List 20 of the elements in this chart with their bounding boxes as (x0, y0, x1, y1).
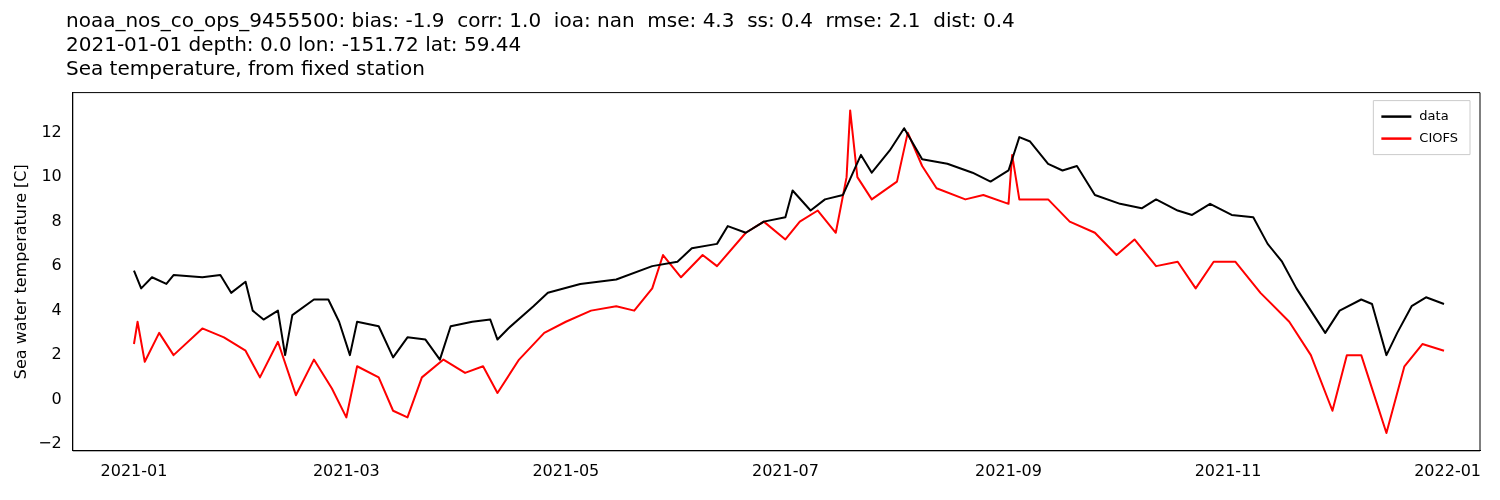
x-tick-label: 2021-01 (100, 460, 168, 480)
y-tick-label: 2 (51, 344, 62, 364)
y-tick-label: 6 (51, 255, 62, 275)
y-tick-label: 8 (51, 210, 62, 230)
x-tick-label: 2021-11 (1194, 460, 1262, 480)
y-tick-label: 4 (51, 299, 62, 319)
y-tick-label: 10 (41, 166, 62, 186)
y-tick-label: −2 (38, 433, 62, 453)
chart-subtitle: 2021-01-01 depth: 0.0 lon: -151.72 lat: 59.44 Sea temperature, from fixed station (66, 32, 523, 80)
legend-label: data (1419, 107, 1449, 123)
x-tick-label: 2021-09 (975, 460, 1042, 480)
x-tick-label: 2021-07 (751, 460, 819, 480)
y-tick-label: 12 (41, 121, 62, 141)
legend-label: CIOFS (1419, 129, 1459, 145)
chart-title: noaa_nos_co_ops_9455500: bias: -1.9 corr: 1.0 ioa: nan mse: 4.3 ss: 0.4 rmse: 2.1 dist: 0.4 (66, 8, 1016, 32)
y-tick-label: 0 (51, 388, 62, 408)
x-tick-label: 2022-01 (1414, 460, 1482, 480)
y-axis-title: Sea water temperature [C] (10, 164, 30, 380)
x-tick-label: 2021-03 (312, 460, 380, 480)
x-tick-label: 2021-05 (532, 460, 600, 480)
